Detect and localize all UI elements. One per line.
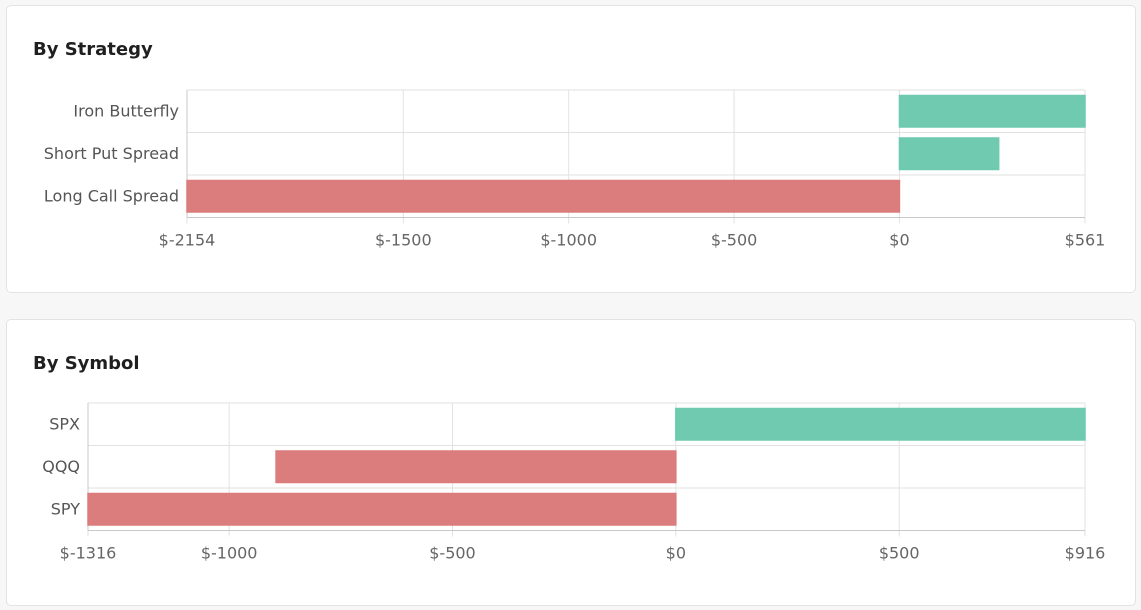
bar-short-put-spread[interactable] — [898, 137, 1000, 171]
symbol-chart-card: By Symbol SPX QQQ SPY $-1316 $-1000 $-500 $0 $5… — [6, 319, 1136, 606]
category-label: Long Call Spread — [44, 186, 179, 205]
symbol-chart-title: By Symbol — [33, 353, 140, 374]
x-tick-label: $561 — [1065, 231, 1106, 250]
bar-long-call-spread[interactable] — [186, 179, 901, 213]
bar-spy[interactable] — [87, 492, 677, 526]
strategy-chart-title: By Strategy — [33, 39, 153, 60]
category-label: SPY — [51, 499, 80, 518]
x-tick-label: $916 — [1065, 544, 1106, 563]
x-tick-label: $0 — [666, 544, 686, 563]
x-tick-label: $-2154 — [159, 231, 216, 250]
bar-iron-butterfly[interactable] — [898, 94, 1086, 128]
x-tick-label: $500 — [879, 544, 920, 563]
category-label: Iron Butterfly — [73, 101, 179, 120]
symbol-bar-chart: SPX QQQ SPY $-1316 $-1000 $-500 $0 $500 $916 — [42, 402, 1106, 563]
category-label: QQQ — [42, 457, 80, 476]
category-label: Short Put Spread — [44, 144, 179, 163]
bar-spx[interactable] — [675, 407, 1086, 441]
strategy-chart-card: By Strategy Iron Butterfly Short Put Spre… — [6, 5, 1136, 293]
category-label: SPX — [49, 414, 80, 433]
x-tick-label: $0 — [889, 231, 909, 250]
x-tick-label: $-1316 — [60, 544, 117, 563]
x-tick-label: $-1500 — [375, 231, 432, 250]
x-tick-label: $-1000 — [201, 544, 258, 563]
x-tick-label: $-500 — [429, 544, 476, 563]
x-tick-label: $-1000 — [540, 231, 597, 250]
x-tick-label: $-500 — [711, 231, 758, 250]
bar-qqq[interactable] — [275, 450, 677, 484]
strategy-bar-chart: Iron Butterfly Short Put Spread Long Call … — [44, 89, 1106, 250]
